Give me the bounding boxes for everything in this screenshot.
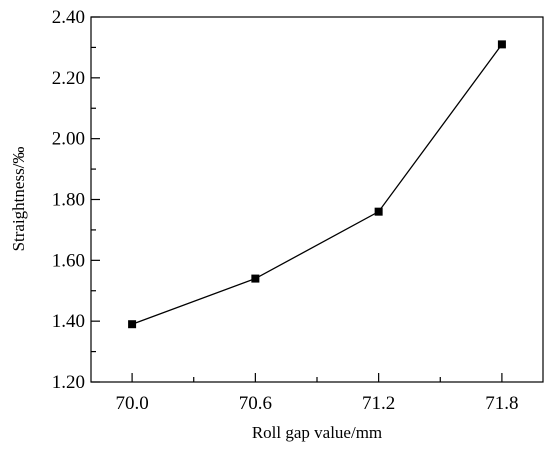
y-tick-label: 2.20 [52, 68, 85, 89]
y-axis-title: Straightness/‰ [9, 147, 28, 252]
x-tick-label: 71.8 [485, 393, 518, 414]
y-tick-label: 1.60 [52, 250, 85, 271]
x-tick-label: 70.0 [115, 393, 148, 414]
y-tick-label: 1.80 [52, 190, 85, 211]
x-axis-title: Roll gap value/mm [252, 423, 382, 442]
y-tick-label: 2.40 [52, 7, 85, 28]
x-tick-label: 70.6 [239, 393, 272, 414]
x-tick-label: 71.2 [362, 393, 395, 414]
data-point [497, 40, 506, 49]
y-tick-label: 2.00 [52, 129, 85, 150]
plot-frame [90, 16, 544, 383]
y-axis: 1.20 1.40 1.60 1.80 2.00 2.20 2.40 [52, 7, 100, 393]
series-line [131, 43, 503, 325]
y-tick-label: 1.40 [52, 311, 85, 332]
data-point [251, 274, 260, 283]
x-axis: 70.0 70.6 71.2 71.8 [115, 373, 519, 414]
y-tick-label: 1.20 [52, 372, 85, 393]
data-point [374, 207, 383, 216]
series-group [128, 40, 506, 329]
data-point [128, 320, 137, 329]
